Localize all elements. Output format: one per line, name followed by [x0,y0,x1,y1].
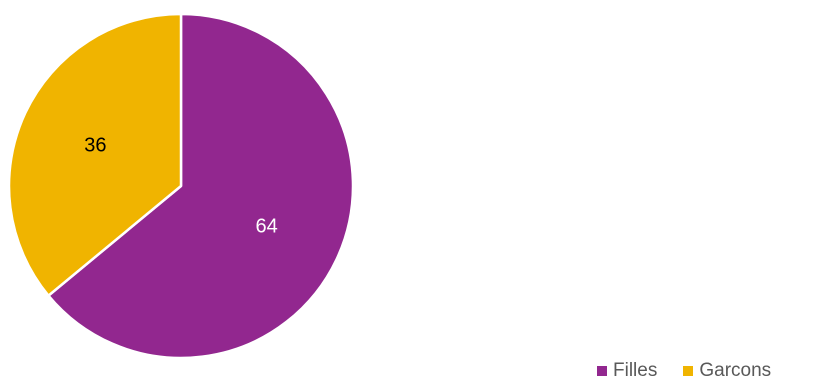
pie-labels: 64 36 [84,135,277,238]
pie-slice-filles [47,12,355,360]
pie-slices [7,12,355,360]
legend-label-garcons: Garcons [699,360,772,381]
legend-swatch-filles [597,366,607,376]
legend: Filles Garcons [597,360,771,382]
legend-item-filles: Filles [597,360,657,382]
legend-item-garcons: Garcons [683,360,771,382]
data-label-garcons: 36 [84,135,106,157]
legend-swatch-garcons [683,366,694,376]
pie-slice-garcons [7,12,183,297]
legend-label-filles: Filles [613,360,658,381]
data-label-filles: 64 [255,215,277,237]
